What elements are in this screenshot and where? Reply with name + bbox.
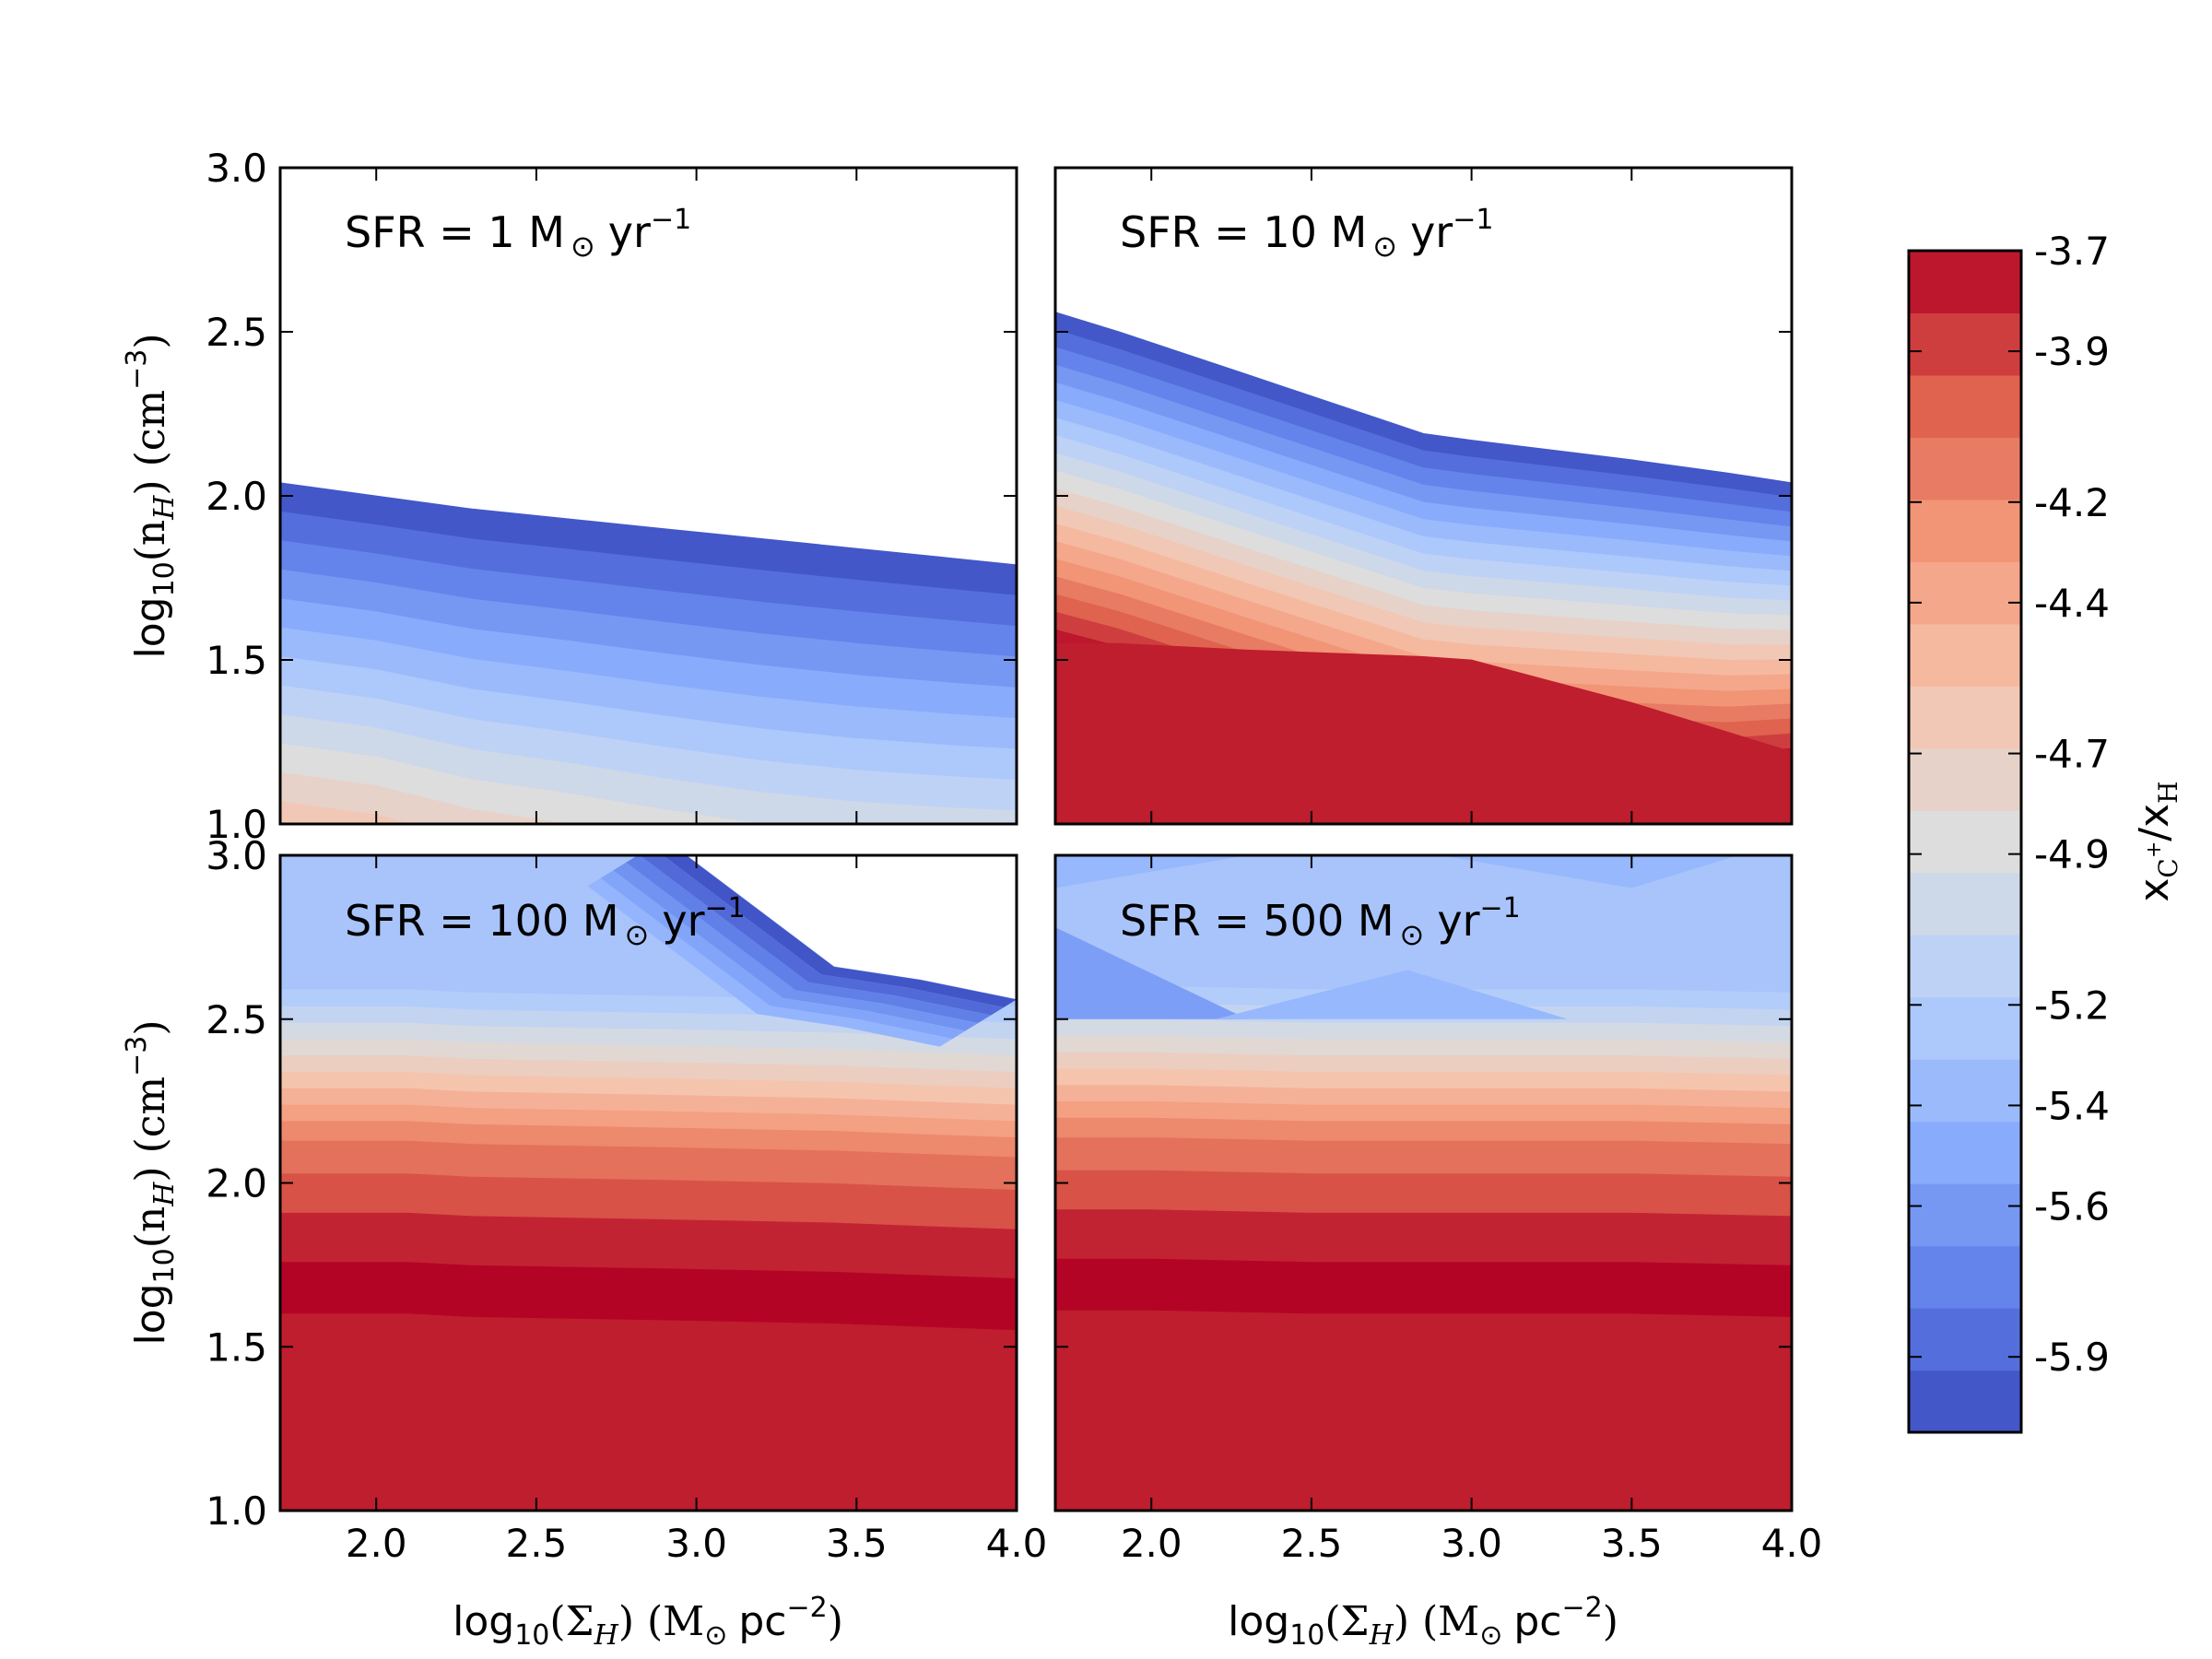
- contour-layer-sfr500-0: [1055, 1257, 1792, 1318]
- y-tick-label-sfr100-1: 1.5: [206, 1324, 267, 1370]
- x-axis-label-right: log10(ΣH) (M⊙ pc−2): [1228, 1592, 1618, 1652]
- colorbar-band-3: [1909, 1183, 2021, 1247]
- colorbar-tick-label-7: -5.4: [2034, 1083, 2110, 1128]
- y-axis-label-bottom: log10(nH) (cm−3): [121, 1019, 181, 1345]
- colorbar-band-17: [1909, 312, 2021, 376]
- contour-band-sfr1-11: [280, 801, 414, 824]
- colorbar-frame: [1907, 249, 2023, 1434]
- contour-layer-sfr500-3: [1055, 1136, 1792, 1177]
- panel-sfr10: SFR = 10 M ⊙ yr−1: [1053, 166, 1794, 826]
- colorbar-tick-label-6: -5.2: [2034, 982, 2110, 1028]
- colorbar-band-2: [1909, 1245, 2021, 1309]
- y-tick-label-sfr100-3: 2.5: [206, 997, 267, 1042]
- axis-ticks-sfr500: 2.0 2.5 3.0 3.5 4.0: [1055, 854, 1823, 1566]
- colorbar: -3.7 -3.9 -4.2 -4.4 -4.7 -4.9 -5.2 -5.4 -5.6 -5.9…: [1907, 229, 2183, 1434]
- zigzag-sfr500-0: [1055, 927, 1248, 1019]
- x-tick-label-sfr100-4: 4.0: [986, 1521, 1048, 1566]
- contour-core-sfr10: [1055, 642, 1792, 824]
- edge-band-sfr100-1: [640, 855, 1005, 1016]
- y-tick-label-sfr1-4: 3.0: [206, 146, 267, 191]
- colorbar-band-12: [1909, 623, 2021, 687]
- panel-sfr1: 1.0 1.5 2.0 2.5 3.0 SFR = 1 M ⊙ yr−1: [206, 146, 1018, 847]
- contour-fills-sfr1: [280, 482, 1017, 824]
- x-tick-label-sfr100-0: 2.0: [346, 1521, 407, 1566]
- x-tick-label-sfr500-1: 2.5: [1281, 1521, 1343, 1566]
- contour-fills-sfr100: [280, 855, 1017, 1511]
- y-tick-label-sfr100-4: 3.0: [206, 833, 267, 878]
- colorbar-band-9: [1909, 810, 2021, 874]
- colorbar-band-15: [1909, 437, 2021, 500]
- panel-sfr500: 2.0 2.5 3.0 3.5 4.0 SFR = 500 M ⊙ yr−1: [1053, 853, 1823, 1566]
- colorbar-band-18: [1909, 251, 2021, 314]
- colorbar-band-0: [1909, 1370, 2021, 1433]
- zigzag-sfr500-2: [1055, 855, 1739, 888]
- axis-ticks-sfr100: 1.0 1.5 2.0 2.5 3.0 2.0 2.5 3.0 3.5 4.0: [206, 833, 1047, 1566]
- colorbar-band-13: [1909, 561, 2021, 625]
- panel-frame-sfr500: [1053, 853, 1794, 1512]
- annotation-sfr1: SFR = 1 M ⊙ yr−1: [345, 204, 691, 264]
- colorbar-label: xC+/xH: [2131, 781, 2183, 901]
- colorbar-tick-label-9: -5.9: [2034, 1335, 2110, 1380]
- contour-fills-sfr10: [1055, 312, 1792, 824]
- colorbar-tick-label-3: -4.4: [2034, 581, 2110, 626]
- y-tick-label-sfr1-2: 2.0: [206, 474, 267, 519]
- colorbar-band-5: [1909, 1059, 2021, 1123]
- colorbar-tick-label-4: -4.7: [2034, 732, 2110, 777]
- x-tick-label-sfr500-3: 3.5: [1601, 1521, 1663, 1566]
- colorbar-band-4: [1909, 1121, 2021, 1184]
- colorbar-band-10: [1909, 747, 2021, 811]
- edge-band-sfr100-0: [663, 855, 1017, 1007]
- contour-fills-sfr500: [1055, 855, 1792, 1511]
- colorbar-bands: [1909, 251, 2021, 1433]
- contour-layer-sfr500-1: [1055, 1208, 1792, 1265]
- x-tick-label-sfr500-4: 4.0: [1761, 1521, 1823, 1566]
- colorbar-tick-label-2: -4.2: [2034, 480, 2110, 525]
- contour-layer-sfr500-2: [1055, 1169, 1792, 1217]
- y-tick-label-sfr1-0: 1.0: [206, 802, 267, 847]
- panel-frame-sfr1: [278, 166, 1018, 826]
- y-tick-label-sfr100-2: 2.0: [206, 1161, 267, 1206]
- colorbar-tick-label-1: -3.9: [2034, 329, 2110, 374]
- y-tick-label-sfr1-1: 1.5: [206, 638, 267, 683]
- colorbar-ticks: -3.7 -3.9 -4.2 -4.4 -4.7 -4.9 -5.2 -5.4 -5.6 -5.9: [1909, 229, 2110, 1380]
- contour-core-sfr100: [280, 1313, 1017, 1511]
- panel-frame-sfr100: [278, 853, 1018, 1512]
- panel-sfr100: 1.0 1.5 2.0 2.5 3.0 2.0 2.5 3.0 3.5 4.0 SFR = 100…: [206, 833, 1047, 1566]
- y-axis-label-top: log10(nH) (cm−3): [121, 333, 181, 658]
- x-tick-label-sfr500-2: 3.0: [1441, 1521, 1502, 1566]
- colorbar-band-11: [1909, 686, 2021, 749]
- x-tick-label-sfr500-0: 2.0: [1121, 1521, 1182, 1566]
- zigzag-sfr500-1: [1215, 970, 1568, 1019]
- edge-band-sfr100-4: [600, 870, 966, 1040]
- colorbar-band-16: [1909, 374, 2021, 439]
- edge-band-sfr100-5: [587, 877, 953, 1047]
- edge-band-sfr100-3: [613, 862, 979, 1031]
- y-tick-label-sfr1-3: 2.5: [206, 310, 267, 355]
- x-axis-label-left: log10(ΣH) (M⊙ pc−2): [453, 1592, 843, 1652]
- colorbar-band-7: [1909, 935, 2021, 998]
- colorbar-band-14: [1909, 499, 2021, 562]
- colorbar-tick-label-8: -5.6: [2034, 1184, 2110, 1230]
- x-tick-label-sfr100-3: 3.5: [826, 1521, 888, 1566]
- y-tick-label-sfr100-0: 1.0: [206, 1488, 267, 1534]
- annotation-sfr100: SFR = 100 M ⊙ yr−1: [345, 892, 746, 952]
- colorbar-band-8: [1909, 872, 2021, 935]
- edge-band-sfr100-2: [626, 855, 992, 1023]
- x-tick-label-sfr100-2: 3.0: [665, 1521, 727, 1566]
- axis-ticks-sfr1: 1.0 1.5 2.0 2.5 3.0: [206, 146, 1018, 847]
- annotation-sfr10: SFR = 10 M ⊙ yr−1: [1120, 204, 1493, 264]
- panel-frame-sfr10: [1053, 166, 1794, 826]
- colorbar-tick-label-5: -4.9: [2034, 832, 2110, 877]
- colorbar-band-1: [1909, 1308, 2021, 1371]
- colorbar-band-6: [1909, 996, 2021, 1060]
- x-tick-label-sfr100-1: 2.5: [506, 1521, 568, 1566]
- colorbar-tick-label-0: -3.7: [2034, 229, 2110, 274]
- annotation-sfr500: SFR = 500 M ⊙ yr−1: [1120, 892, 1521, 952]
- contour-core-sfr500: [1055, 1310, 1792, 1511]
